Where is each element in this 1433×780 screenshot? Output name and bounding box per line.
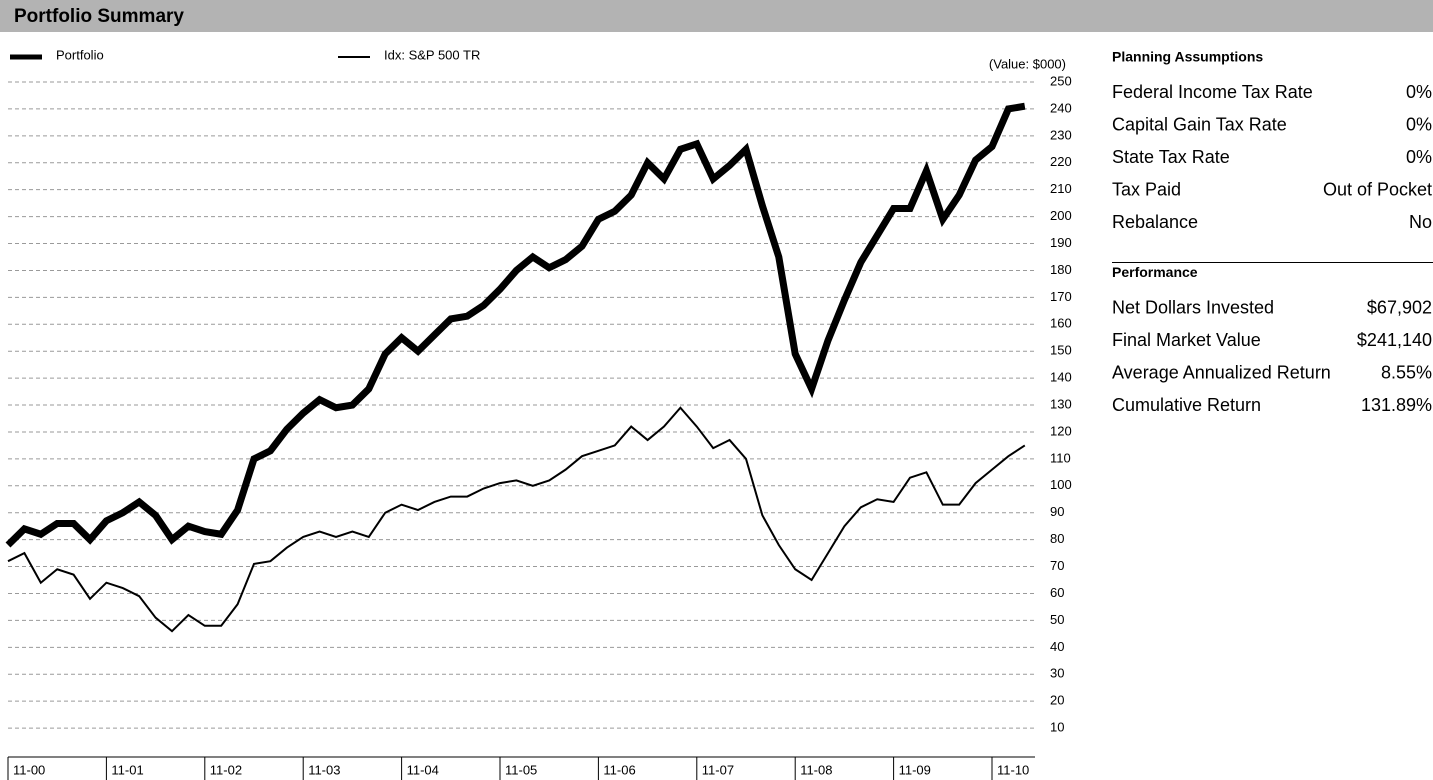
y-tick-label: 130 — [1050, 396, 1072, 411]
header-title: Portfolio Summary — [14, 6, 184, 27]
header-bar — [0, 0, 1433, 32]
x-tick-label: 11-08 — [800, 762, 832, 777]
x-tick-label: 11-05 — [505, 762, 537, 777]
y-tick-label: 50 — [1050, 612, 1064, 627]
x-tick-label: 11-03 — [308, 762, 340, 777]
y-tick-label: 70 — [1050, 558, 1064, 573]
y-tick-label: 20 — [1050, 693, 1064, 708]
row-label: Capital Gain Tax Rate — [1112, 114, 1287, 134]
row-label: Net Dollars Invested — [1112, 297, 1274, 317]
y-tick-label: 160 — [1050, 316, 1072, 331]
row-value: 0% — [1406, 114, 1432, 134]
series-line — [7, 406, 1026, 633]
y-tick-label: 10 — [1050, 720, 1064, 735]
y-tick-label: 90 — [1050, 504, 1064, 519]
x-tick-label: 11-04 — [407, 762, 439, 777]
row-value: $241,140 — [1357, 330, 1432, 350]
series-line — [5, 102, 1026, 548]
y-tick-label: 170 — [1050, 289, 1072, 304]
row-value: 0% — [1406, 147, 1432, 167]
row-value: 0% — [1406, 82, 1432, 102]
row-label: Average Annualized Return — [1112, 362, 1331, 382]
y-tick-label: 190 — [1050, 235, 1072, 250]
y-tick-label: 220 — [1050, 154, 1072, 169]
row-label: Final Market Value — [1112, 330, 1261, 350]
y-tick-label: 230 — [1050, 127, 1072, 142]
y-tick-label: 30 — [1050, 666, 1064, 681]
y-tick-label: 210 — [1050, 181, 1072, 196]
row-value: 131.89% — [1361, 395, 1432, 415]
y-tick-label: 200 — [1050, 208, 1072, 223]
row-label: Cumulative Return — [1112, 395, 1261, 415]
y-tick-label: 110 — [1050, 450, 1071, 465]
legend-label: Idx: S&P 500 TR — [384, 47, 480, 62]
y-tick-label: 140 — [1050, 370, 1072, 385]
y-tick-label: 180 — [1050, 262, 1072, 277]
y-tick-label: 60 — [1050, 585, 1064, 600]
y-tick-label: 250 — [1050, 73, 1072, 88]
row-label: Federal Income Tax Rate — [1112, 82, 1313, 102]
x-tick-label: 11-09 — [899, 762, 931, 777]
y-axis-label: (Value: $000) — [989, 56, 1066, 71]
row-label: Rebalance — [1112, 212, 1198, 232]
x-tick-label: 11-01 — [111, 762, 143, 777]
y-tick-label: 80 — [1050, 531, 1064, 546]
y-tick-label: 150 — [1050, 343, 1072, 358]
legend-label: Portfolio — [56, 47, 104, 62]
row-label: Tax Paid — [1112, 179, 1181, 199]
row-value: $67,902 — [1367, 297, 1432, 317]
x-tick-label: 11-06 — [603, 762, 635, 777]
x-tick-label: 11-07 — [702, 762, 734, 777]
x-tick-label: 11-02 — [210, 762, 242, 777]
section-title: Performance — [1112, 264, 1198, 280]
row-label: State Tax Rate — [1112, 147, 1230, 167]
y-tick-label: 100 — [1050, 477, 1072, 492]
y-tick-label: 240 — [1050, 100, 1072, 115]
row-value: 8.55% — [1381, 362, 1432, 382]
y-tick-label: 120 — [1050, 423, 1072, 438]
x-tick-label: 11-00 — [13, 762, 45, 777]
y-tick-label: 40 — [1050, 639, 1064, 654]
section-title: Planning Assumptions — [1112, 49, 1263, 65]
row-value: Out of Pocket — [1323, 179, 1432, 199]
row-value: No — [1409, 212, 1432, 232]
x-tick-label: 11-10 — [997, 762, 1029, 777]
